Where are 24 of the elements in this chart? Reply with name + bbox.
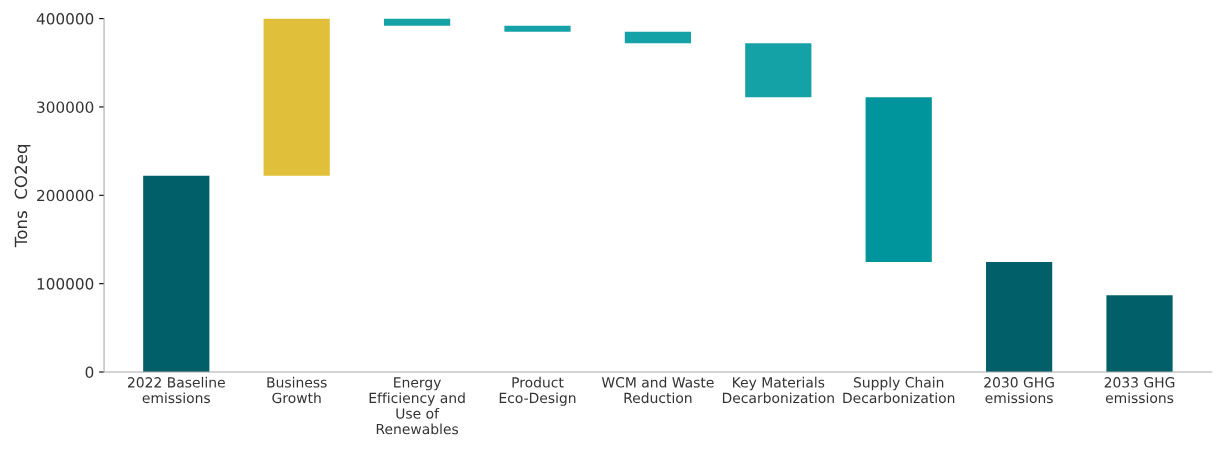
bar: [143, 175, 210, 372]
bar: [624, 31, 692, 44]
x-tick-label: 2030 GHG emissions: [984, 377, 1054, 404]
bar: [383, 18, 451, 26]
y-tick-label: 100000: [37, 278, 94, 290]
y-tick-label: 400000: [36, 13, 94, 25]
y-axis-title: Tons CO2eq: [14, 145, 31, 248]
x-tick-label: Supply Chain Decarbonization: [843, 376, 955, 404]
x-tick-label: WCM and Waste Reduction: [601, 376, 714, 404]
bar: [745, 43, 812, 98]
bar: [504, 25, 571, 32]
y-tick-label: 0: [85, 366, 94, 379]
bar: [986, 262, 1053, 372]
x-tick-label: 2033 GHG emissions: [1104, 377, 1175, 404]
x-tick-label: Energy Efficiency and Use of Renewables: [369, 377, 465, 435]
bar: [1106, 295, 1173, 372]
y-tick-label: 200000: [37, 189, 94, 202]
bar: [865, 97, 932, 262]
x-tick-label: Key Materials Decarbonization: [722, 376, 834, 404]
x-tick-label: 2022 Baseline emissions: [127, 376, 225, 404]
bar: [263, 18, 330, 176]
x-tick-label: Product Eco-Design: [499, 376, 576, 406]
x-tick-label: Business Growth: [267, 376, 327, 404]
y-tick-label: 300000: [37, 101, 94, 113]
